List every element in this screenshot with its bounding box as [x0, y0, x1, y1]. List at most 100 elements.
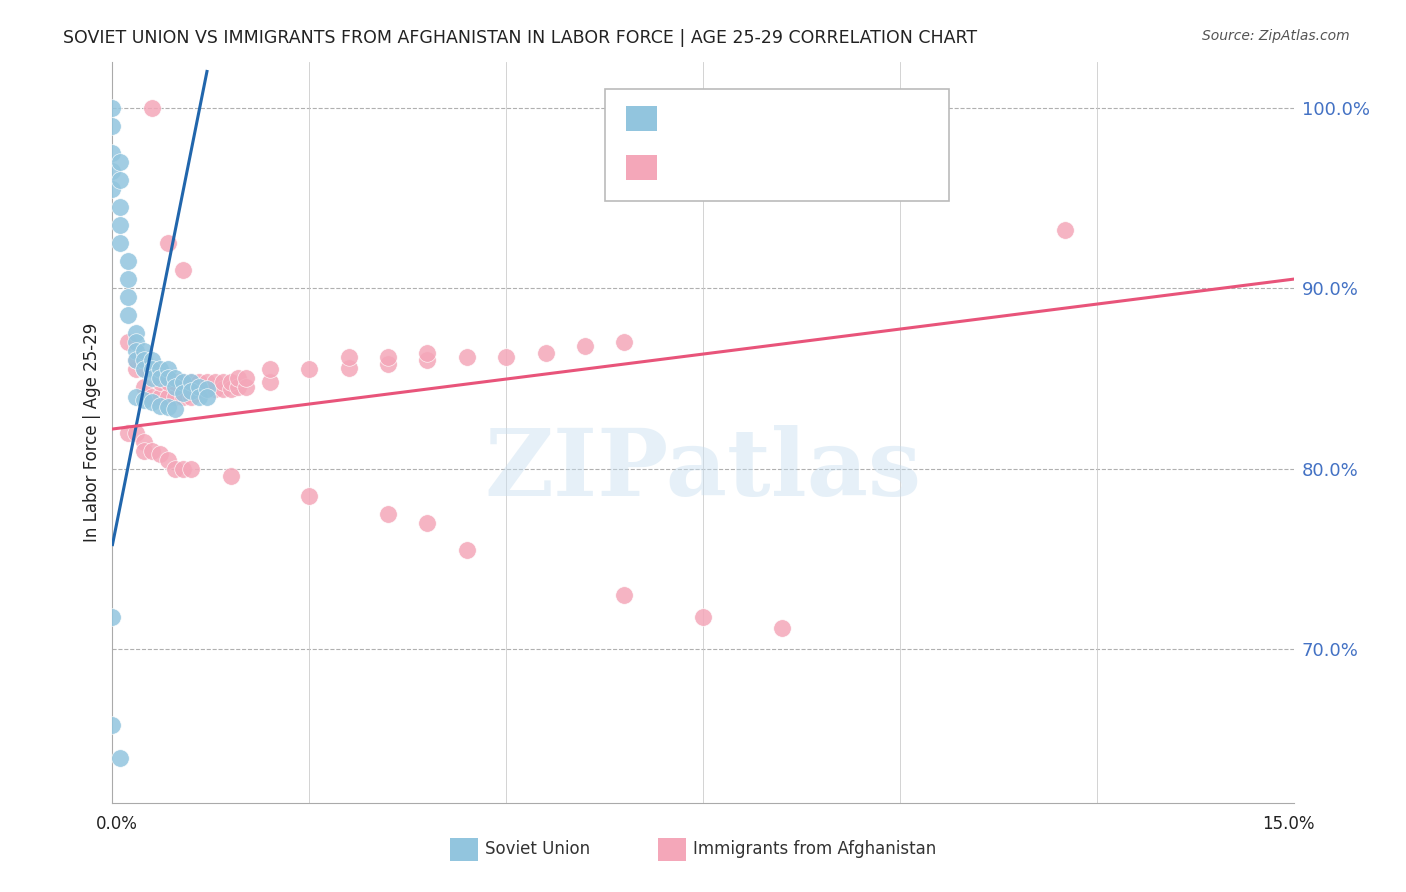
- Point: [259, 362, 281, 376]
- Text: R =: R =: [668, 110, 707, 128]
- Point: [574, 339, 596, 353]
- Point: [211, 382, 233, 396]
- Point: [298, 489, 321, 503]
- Point: [156, 371, 179, 385]
- Text: 15.0%: 15.0%: [1263, 815, 1315, 833]
- Point: [149, 375, 172, 389]
- Point: [165, 375, 187, 389]
- Point: [141, 362, 163, 376]
- Point: [125, 326, 148, 341]
- Point: [188, 390, 211, 404]
- Point: [259, 375, 281, 389]
- Point: [132, 380, 155, 394]
- Point: [204, 382, 226, 396]
- Point: [235, 380, 257, 394]
- Point: [228, 371, 250, 385]
- Point: [219, 375, 242, 389]
- Point: [132, 443, 155, 458]
- Point: [156, 362, 179, 376]
- Point: [416, 516, 439, 530]
- Point: [188, 382, 211, 396]
- Point: [172, 385, 194, 400]
- Text: Source: ZipAtlas.com: Source: ZipAtlas.com: [1202, 29, 1350, 43]
- Text: Soviet Union: Soviet Union: [485, 840, 591, 858]
- Point: [219, 469, 242, 483]
- Text: R =: R =: [668, 159, 707, 177]
- Point: [117, 254, 139, 268]
- Point: [456, 350, 478, 364]
- Point: [149, 371, 172, 385]
- Point: [156, 375, 179, 389]
- Point: [377, 357, 399, 371]
- Point: [141, 353, 163, 368]
- Point: [117, 335, 139, 350]
- Text: Immigrants from Afghanistan: Immigrants from Afghanistan: [693, 840, 936, 858]
- Point: [110, 750, 132, 764]
- Point: [117, 290, 139, 304]
- Text: N =: N =: [808, 159, 848, 177]
- Text: SOVIET UNION VS IMMIGRANTS FROM AFGHANISTAN IN LABOR FORCE | AGE 25-29 CORRELATI: SOVIET UNION VS IMMIGRANTS FROM AFGHANIS…: [63, 29, 977, 46]
- Point: [180, 375, 202, 389]
- Point: [156, 390, 179, 404]
- Point: [172, 461, 194, 475]
- Point: [211, 375, 233, 389]
- Text: 0.126: 0.126: [714, 158, 776, 178]
- Point: [377, 507, 399, 521]
- Point: [416, 346, 439, 360]
- Y-axis label: In Labor Force | Age 25-29: In Labor Force | Age 25-29: [83, 323, 101, 542]
- Point: [495, 350, 517, 364]
- Point: [377, 350, 399, 364]
- Point: [125, 425, 148, 440]
- Point: [1054, 223, 1077, 237]
- Point: [110, 200, 132, 214]
- Point: [101, 145, 124, 160]
- Point: [195, 390, 218, 404]
- Point: [165, 461, 187, 475]
- Point: [172, 375, 194, 389]
- Point: [141, 390, 163, 404]
- Point: [132, 393, 155, 408]
- Point: [110, 218, 132, 232]
- Point: [188, 380, 211, 394]
- Text: 0.509: 0.509: [714, 109, 776, 128]
- Text: 68: 68: [848, 158, 875, 178]
- Point: [125, 362, 148, 376]
- Point: [180, 390, 202, 404]
- Point: [613, 588, 636, 602]
- Point: [141, 101, 163, 115]
- Point: [101, 101, 124, 115]
- Point: [228, 380, 250, 394]
- Point: [110, 173, 132, 187]
- Point: [156, 452, 179, 467]
- Point: [165, 390, 187, 404]
- Point: [195, 382, 218, 396]
- Point: [125, 335, 148, 350]
- Point: [125, 353, 148, 368]
- Point: [117, 308, 139, 322]
- Point: [180, 375, 202, 389]
- Point: [110, 235, 132, 250]
- Point: [132, 434, 155, 449]
- Text: N =: N =: [808, 110, 848, 128]
- Point: [141, 395, 163, 409]
- Point: [195, 382, 218, 396]
- Point: [141, 371, 163, 385]
- Point: [117, 425, 139, 440]
- Point: [534, 346, 557, 360]
- Point: [195, 375, 218, 389]
- Point: [172, 390, 194, 404]
- Point: [172, 263, 194, 277]
- Point: [692, 609, 714, 624]
- Point: [219, 382, 242, 396]
- Point: [298, 362, 321, 376]
- Point: [141, 362, 163, 376]
- Point: [117, 272, 139, 286]
- Text: ZIPatlas: ZIPatlas: [485, 425, 921, 515]
- Point: [165, 380, 187, 394]
- Point: [141, 443, 163, 458]
- Point: [110, 154, 132, 169]
- Text: 0.0%: 0.0%: [96, 815, 138, 833]
- Text: 49: 49: [848, 109, 875, 128]
- Point: [156, 401, 179, 415]
- Point: [416, 353, 439, 368]
